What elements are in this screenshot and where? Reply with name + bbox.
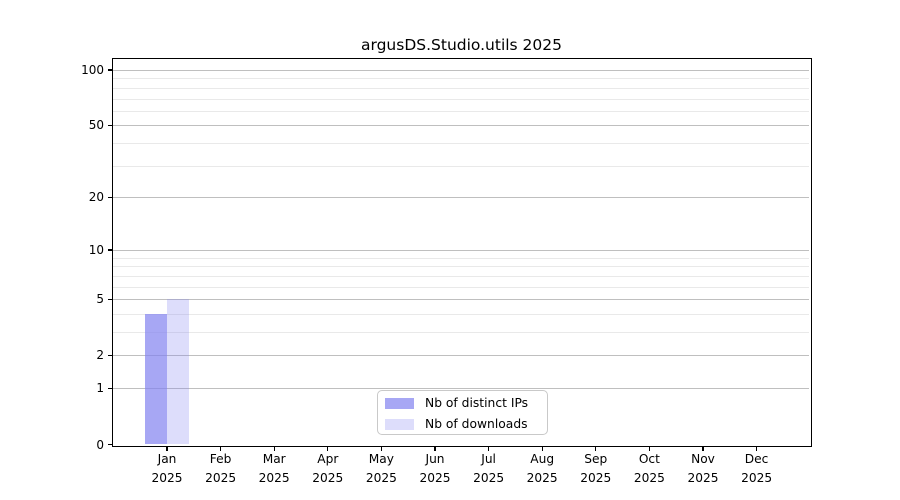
chart-title: argusDS.Studio.utils 2025: [360, 36, 563, 54]
x-tick-mark-may: [380, 446, 382, 451]
x-tick-mark-mar: [273, 446, 275, 451]
gridline-major-20: [113, 197, 809, 199]
gridline-major-10: [113, 249, 809, 251]
gridline-minor-40: [113, 143, 809, 145]
gridline-minor-4: [113, 313, 809, 315]
gridline-minor-30: [113, 165, 809, 167]
x-tick-label-mar: Mar 2025: [258, 452, 290, 485]
plot-area: [113, 59, 809, 444]
y-tick-mark-0: [108, 443, 113, 446]
gridline-minor-80: [113, 87, 809, 89]
gridline-minor-70: [113, 98, 809, 100]
x-tick-label-apr: Apr 2025: [312, 452, 344, 485]
legend-swatch-distinct-ips: [385, 398, 414, 409]
x-tick-label-oct: Oct 2025: [633, 452, 665, 485]
x-tick-mark-jan: [166, 446, 168, 451]
y-tick-label-0: 0: [96, 437, 104, 452]
gridline-minor-6: [113, 286, 809, 288]
gridline-major-50: [113, 125, 809, 127]
x-tick-mark-jun: [434, 446, 436, 451]
y-tick-label-20: 20: [88, 190, 104, 205]
legend-label: Nb of distinct IPs: [425, 396, 529, 410]
gridline-minor-90: [113, 78, 809, 80]
x-tick-label-feb: Feb 2025: [205, 452, 237, 485]
y-tick-label-2: 2: [96, 348, 104, 363]
x-tick-mark-dec: [756, 446, 758, 451]
gridline-minor-7: [113, 275, 809, 277]
bar-downloads-jan: [167, 299, 189, 444]
legend-item-distinct-ips: Nb of distinct IPs: [378, 393, 547, 414]
gridline-minor-60: [113, 110, 809, 112]
gridline-major-1: [113, 388, 809, 390]
y-tick-label-10: 10: [88, 242, 104, 257]
x-tick-label-dec: Dec 2025: [741, 452, 773, 485]
y-tick-label-5: 5: [96, 292, 104, 307]
x-tick-mark-apr: [327, 446, 329, 451]
x-tick-label-jun: Jun 2025: [419, 452, 451, 485]
x-tick-mark-feb: [220, 446, 222, 451]
x-tick-label-aug: Aug 2025: [526, 452, 558, 485]
legend-swatch-downloads: [385, 419, 414, 430]
x-tick-mark-nov: [702, 446, 704, 451]
x-tick-label-sep: Sep 2025: [580, 452, 612, 485]
x-tick-label-jul: Jul 2025: [473, 452, 505, 485]
x-tick-mark-oct: [648, 446, 650, 451]
x-tick-mark-aug: [541, 446, 543, 451]
x-tick-label-jan: Jan 2025: [151, 452, 183, 485]
gridline-minor-3: [113, 332, 809, 333]
legend: Nb of distinct IPs Nb of downloads: [377, 390, 548, 435]
bar-distinct-ips-jan: [145, 313, 167, 444]
gridline-minor-8: [113, 266, 809, 268]
x-tick-label-nov: Nov 2025: [687, 452, 719, 485]
gridline-major-5: [113, 299, 809, 301]
legend-label: Nb of downloads: [425, 417, 528, 431]
gridline-major-2: [113, 355, 809, 357]
y-tick-label-1: 1: [96, 381, 104, 396]
x-tick-mark-sep: [595, 446, 597, 451]
legend-item-downloads: Nb of downloads: [378, 414, 547, 435]
gridline-major-100: [113, 70, 809, 71]
x-tick-label-may: May 2025: [365, 452, 397, 485]
y-tick-label-100: 100: [81, 63, 104, 77]
y-tick-label-50: 50: [88, 118, 104, 133]
x-tick-mark-jul: [488, 446, 490, 451]
gridline-minor-9: [113, 257, 809, 259]
